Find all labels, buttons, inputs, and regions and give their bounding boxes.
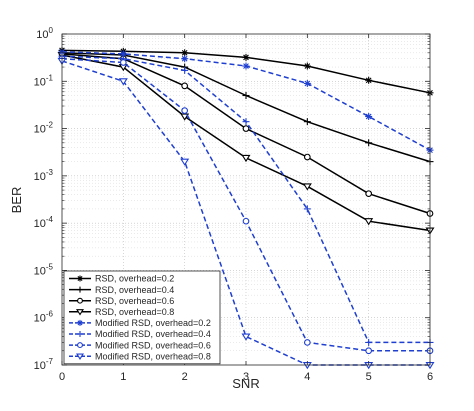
y-tick-base: 10 — [34, 218, 46, 230]
series-4 — [57, 51, 435, 235]
legend-label: RSD, overhead=0.8 — [95, 307, 174, 317]
legend-entry: RSD, overhead=0.8 — [69, 307, 174, 317]
marker-triangle-down — [180, 158, 190, 166]
y-tick-base: 10 — [34, 76, 46, 88]
marker-plus — [365, 338, 373, 346]
y-tick-base: 10 — [34, 265, 46, 277]
legend-entry: RSD, overhead=0.4 — [69, 285, 174, 295]
y-tick-label: 10-5 — [34, 262, 54, 277]
legend-entry: Modified RSD, overhead=0.2 — [69, 318, 211, 328]
legend-entry: Modified RSD, overhead=0.4 — [69, 329, 211, 339]
y-tick-exponent: -2 — [46, 121, 54, 130]
marker-triangle-down — [76, 353, 84, 360]
x-tick-label: 6 — [427, 371, 433, 383]
x-tick-label: 3 — [243, 371, 249, 383]
legend-label: RSD, overhead=0.6 — [95, 296, 174, 306]
y-tick-base: 10 — [36, 29, 48, 41]
x-tick-label: 5 — [366, 371, 372, 383]
marker-circle — [242, 217, 250, 225]
x-tick-label: 1 — [120, 371, 126, 383]
y-tick-exponent: -6 — [46, 310, 54, 319]
marker-circle — [77, 297, 83, 304]
marker-triangle-down — [241, 333, 251, 341]
legend-entry: RSD, overhead=0.2 — [69, 274, 174, 284]
legend-box — [63, 270, 221, 365]
marker-circle — [365, 190, 373, 198]
marker-plus — [303, 205, 311, 213]
marker-circle — [303, 153, 311, 161]
legend-label: Modified RSD, overhead=0.4 — [95, 329, 211, 339]
legend-label: RSD, overhead=0.4 — [95, 285, 174, 295]
y-tick-exponent: -3 — [46, 168, 54, 177]
marker-circle — [119, 59, 127, 66]
series-layer — [57, 46, 435, 370]
legend-entry: Modified RSD, overhead=0.6 — [69, 340, 211, 350]
y-tick-exponent: -1 — [46, 73, 54, 82]
y-tick-exponent: 0 — [49, 26, 54, 35]
y-tick-exponent: -4 — [46, 215, 54, 224]
marker-plus — [242, 118, 250, 126]
x-tick-label: 4 — [304, 371, 310, 383]
y-tick-base: 10 — [34, 124, 46, 136]
marker-star — [303, 79, 311, 87]
marker-circle — [181, 82, 189, 90]
marker-triangle-down — [364, 218, 374, 226]
y-tick-label: 100 — [36, 26, 53, 41]
legend-entry: RSD, overhead=0.6 — [69, 296, 174, 306]
marker-star — [365, 113, 373, 121]
series-5 — [58, 48, 434, 154]
marker-triangle-down — [302, 183, 312, 191]
y-tick-label: 10-6 — [34, 310, 54, 325]
legend-label: Modified RSD, overhead=0.8 — [95, 351, 211, 361]
marker-plus — [242, 92, 250, 100]
marker-triangle-down — [180, 113, 190, 121]
marker-star — [77, 275, 83, 282]
marker-plus — [365, 139, 373, 147]
marker-circle — [303, 339, 311, 346]
marker-circle — [365, 347, 373, 355]
y-tick-label: 10-4 — [34, 215, 54, 230]
y-axis-label: BER — [9, 187, 24, 214]
axis-ticks — [61, 33, 431, 366]
marker-star — [181, 49, 189, 57]
marker-circle — [77, 342, 83, 349]
y-tick-label: 10-2 — [34, 121, 54, 136]
y-tick-label: 10-1 — [34, 73, 54, 88]
marker-plus — [77, 286, 83, 293]
series-7 — [58, 55, 434, 355]
y-tick-label: 10-3 — [34, 168, 54, 183]
marker-star — [242, 62, 250, 70]
marker-triangle-down — [241, 154, 251, 163]
x-tick-label: 0 — [59, 371, 65, 383]
legend-entry: Modified RSD, overhead=0.8 — [69, 351, 211, 361]
y-tick-base: 10 — [34, 313, 46, 325]
legend-label: RSD, overhead=0.2 — [95, 274, 174, 284]
marker-star — [365, 76, 373, 84]
x-axis-label: SNR — [232, 376, 259, 391]
marker-plus — [181, 66, 189, 74]
marker-star — [77, 319, 83, 326]
marker-star — [181, 55, 189, 63]
y-tick-base: 10 — [34, 171, 46, 183]
marker-plus — [303, 118, 311, 126]
marker-triangle-down — [76, 309, 84, 316]
marker-circle — [242, 125, 250, 132]
marker-star — [242, 53, 250, 61]
y-tick-base: 10 — [34, 360, 46, 372]
y-tick-exponent: -5 — [46, 262, 54, 271]
marker-circle — [181, 107, 189, 114]
marker-triangle-down — [118, 78, 128, 86]
y-tick-exponent: -7 — [46, 357, 54, 366]
legend-label: Modified RSD, overhead=0.6 — [95, 340, 211, 350]
x-tick-label: 2 — [182, 371, 188, 383]
marker-star — [303, 62, 311, 70]
y-tick-label: 10-7 — [34, 357, 54, 372]
marker-plus — [77, 331, 83, 337]
legend-label: Modified RSD, overhead=0.2 — [95, 318, 211, 328]
